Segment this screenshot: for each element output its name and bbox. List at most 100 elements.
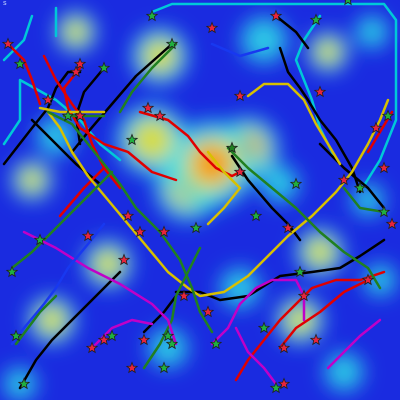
star-marker-icon[interactable] [233,89,247,102]
star-marker-icon[interactable] [1,37,15,50]
star-marker-icon[interactable] [297,289,311,302]
route-path-20 [234,270,386,382]
route-path-12 [142,294,178,334]
star-marker-icon[interactable] [81,229,95,242]
star-marker-icon[interactable] [13,57,27,70]
star-marker-icon[interactable] [309,333,323,346]
star-marker-icon[interactable] [117,253,131,266]
star-marker-icon[interactable] [337,173,351,186]
star-marker-icon[interactable] [209,337,223,350]
star-marker-icon[interactable] [293,265,307,278]
route-path-19 [138,110,242,178]
heat-blob-16-1 [285,305,315,335]
star-marker-icon[interactable] [377,205,391,218]
star-marker-icon[interactable] [377,161,391,174]
star-marker-icon[interactable] [153,109,167,122]
star-marker-icon[interactable] [85,341,99,354]
star-marker-icon[interactable] [289,177,303,190]
route-path-31 [46,110,214,334]
star-marker-icon[interactable] [269,381,283,394]
star-marker-icon[interactable] [121,209,135,222]
corner-label: s [3,0,7,7]
star-marker-icon[interactable] [5,265,19,278]
star-marker-icon[interactable] [277,377,291,390]
heat-blob-11-1 [93,249,123,279]
route-path-32 [14,294,58,346]
star-marker-icon[interactable] [17,377,31,390]
star-marker-icon[interactable] [205,21,219,34]
route-path-34 [342,186,386,214]
route-path-2 [2,14,34,62]
star-marker-icon[interactable] [161,329,175,342]
route-path-0 [2,78,122,162]
star-marker-icon[interactable] [361,273,375,286]
route-path-14 [318,142,386,210]
star-marker-icon[interactable] [33,233,47,246]
star-marker-icon[interactable] [73,57,87,70]
star-marker-icon[interactable] [313,85,327,98]
star-marker-icon[interactable] [233,165,247,178]
heat-blob-13-0 [148,328,188,368]
star-marker-icon[interactable] [41,93,55,106]
star-marker-icon[interactable] [137,333,151,346]
star-marker-icon[interactable] [157,361,171,374]
star-marker-icon[interactable] [385,217,399,230]
route-path-27 [206,150,242,226]
star-marker-icon[interactable] [381,109,395,122]
star-marker-icon[interactable] [73,109,87,122]
route-path-17 [6,42,42,106]
star-marker-icon[interactable] [157,225,171,238]
heat-blob-17-0 [364,264,396,296]
star-marker-icon[interactable] [309,13,323,26]
star-marker-icon[interactable] [201,305,215,318]
star-marker-icon[interactable] [69,65,83,78]
star-marker-icon[interactable] [189,221,203,234]
route-path-23 [58,166,106,218]
star-marker-icon[interactable] [369,121,383,134]
route-path-21 [278,278,370,350]
star-marker-icon[interactable] [97,333,111,346]
star-marker-icon[interactable] [97,61,111,74]
star-marker-icon[interactable] [343,0,353,6]
heat-blob-3-1 [130,118,174,162]
star-marker-icon[interactable] [141,101,155,114]
star-marker-icon[interactable] [165,337,179,350]
route-path-33 [118,42,178,114]
star-marker-icon[interactable] [281,221,295,234]
heat-blob-14-0 [220,268,260,308]
star-marker-icon[interactable] [125,361,139,374]
route-path-24 [46,98,390,298]
star-marker-icon[interactable] [269,9,283,22]
heat-blob-15-1 [305,237,335,267]
heat-blob-5-1 [63,19,89,45]
route-path-10 [18,270,122,390]
heat-blob-12-1 [37,305,67,335]
route-path-3 [294,14,338,162]
star-marker-icon[interactable] [277,341,291,354]
route-path-30 [142,246,202,370]
route-path-42 [210,42,270,58]
heat-blob-6-0 [240,16,288,64]
star-marker-icon[interactable] [177,289,191,302]
star-marker-icon[interactable] [225,141,239,154]
route-path-1 [150,2,398,194]
star-marker-icon[interactable] [249,209,263,222]
route-path-41 [10,222,106,346]
star-marker-icon[interactable] [133,225,147,238]
star-marker-icon[interactable] [165,37,179,50]
route-path-8 [274,14,310,50]
star-marker-icon[interactable] [125,133,139,146]
star-marker-icon[interactable] [353,181,367,194]
star-marker-icon[interactable] [61,109,75,122]
route-path-28 [10,170,114,270]
heat-blob-9-1 [19,167,45,193]
route-path-38 [234,326,278,386]
star-marker-icon[interactable] [257,321,271,334]
star-marker-icon[interactable] [105,329,119,342]
heat-blob-10-0 [36,116,76,156]
route-path-37 [22,230,178,346]
star-marker-icon[interactable] [145,9,159,22]
star-marker-icon[interactable] [9,329,23,342]
